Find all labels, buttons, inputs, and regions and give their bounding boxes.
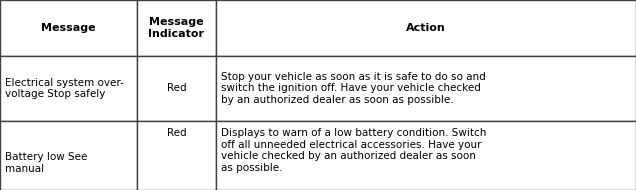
Bar xyxy=(216,0,636,56)
Text: Red: Red xyxy=(167,128,186,138)
Text: Displays to warn of a low battery condition. Switch
off all unneeded electrical : Displays to warn of a low battery condit… xyxy=(221,128,487,173)
Bar xyxy=(0,121,137,190)
Bar xyxy=(216,56,636,121)
Text: Action: Action xyxy=(406,23,446,33)
Text: Message
Indicator: Message Indicator xyxy=(148,17,205,39)
Text: Battery low See
manual: Battery low See manual xyxy=(5,152,88,174)
Bar xyxy=(137,0,216,56)
Bar xyxy=(0,0,137,56)
Bar xyxy=(137,121,216,190)
Bar xyxy=(0,56,137,121)
Text: Electrical system over-
voltage Stop safely: Electrical system over- voltage Stop saf… xyxy=(5,78,124,99)
Text: Stop your vehicle as soon as it is safe to do so and
switch the ignition off. Ha: Stop your vehicle as soon as it is safe … xyxy=(221,72,486,105)
Text: Message: Message xyxy=(41,23,95,33)
Bar xyxy=(137,56,216,121)
Text: Red: Red xyxy=(167,83,186,93)
Bar xyxy=(216,121,636,190)
